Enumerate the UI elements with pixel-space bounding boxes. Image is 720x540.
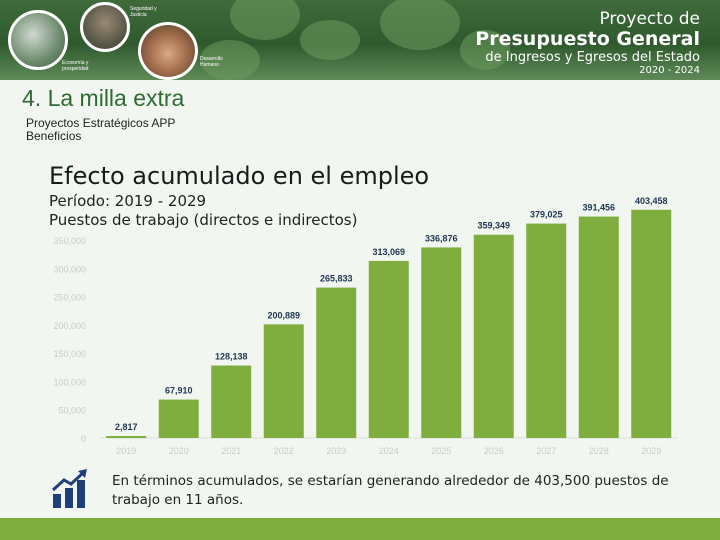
- section-subsubtitle: Beneficios: [26, 129, 82, 143]
- y-tick-label: 0: [81, 434, 86, 444]
- x-tick-label: 2025: [431, 446, 451, 456]
- pillar-economy-caption: Economía y prosperidad: [62, 60, 89, 72]
- data-label: 359,349: [477, 221, 510, 231]
- chart-subtitle: Puestos de trabajo (directos e indirecto…: [49, 211, 358, 229]
- y-tick-label: 200,000: [53, 321, 86, 331]
- pillar-human-caption: Desarrollo Humano: [200, 56, 223, 68]
- x-tick-label: 2020: [169, 446, 189, 456]
- y-tick-label: 250,000: [53, 293, 86, 303]
- bar: [316, 287, 357, 438]
- data-label: 379,025: [530, 210, 563, 220]
- bar: [631, 209, 672, 438]
- bar: [106, 436, 147, 438]
- data-label: 403,458: [635, 196, 668, 206]
- growth-chart-icon: [51, 469, 87, 508]
- chart-title: Efecto acumulado en el empleo: [49, 162, 430, 190]
- bar: [526, 223, 567, 438]
- data-label: 313,069: [372, 247, 405, 257]
- brand-line1: Proyecto de: [599, 9, 700, 29]
- y-tick-label: 100,000: [53, 377, 86, 387]
- brand-years: 2020 - 2024: [639, 65, 700, 76]
- chart-period: Período: 2019 - 2029: [49, 192, 207, 210]
- section-title: 4. La milla extra: [22, 85, 185, 111]
- data-label: 336,876: [425, 233, 458, 243]
- x-tick-label: 2021: [221, 446, 241, 456]
- data-label: 200,889: [267, 310, 300, 320]
- x-tick-label: 2023: [326, 446, 346, 456]
- y-tick-label: 300,000: [53, 264, 86, 274]
- y-tick-label: 150,000: [53, 349, 86, 359]
- x-tick-label: 2022: [274, 446, 294, 456]
- building-photo: [80, 2, 130, 52]
- section-subtitle: Proyectos Estratégicos APP: [26, 116, 176, 130]
- x-tick-label: 2024: [379, 446, 399, 456]
- data-label: 67,910: [165, 386, 193, 396]
- data-label: 128,138: [215, 352, 248, 362]
- road-photo: [8, 10, 68, 70]
- budget-brand: Proyecto de Presupuesto General de Ingre…: [475, 10, 700, 77]
- y-tick-label: 350,000: [53, 236, 86, 246]
- bar: [263, 324, 304, 438]
- brand-line2: Presupuesto General: [475, 28, 700, 50]
- x-tick-label: 2029: [641, 446, 661, 456]
- x-tick-label: 2026: [484, 446, 504, 456]
- child-photo: [138, 22, 198, 80]
- pillar-security-caption: Seguridad y Justicia: [130, 6, 157, 18]
- summary-note: En términos acumulados, se estarían gene…: [112, 473, 669, 508]
- bar: [473, 234, 514, 438]
- bar: [578, 216, 619, 438]
- data-label: 2,817: [115, 422, 138, 432]
- header-banner: Seguridad y Justicia Economía y prosperi…: [0, 0, 720, 80]
- x-tick-label: 2028: [589, 446, 609, 456]
- x-tick-label: 2027: [536, 446, 556, 456]
- bar: [158, 399, 199, 438]
- y-tick-label: 50,000: [58, 406, 86, 416]
- bar: [211, 365, 252, 438]
- brand-line3: de Ingresos y Egresos del Estado: [485, 50, 700, 65]
- footer-bar: [0, 518, 720, 540]
- data-label: 391,456: [582, 203, 615, 213]
- bar: [421, 247, 462, 438]
- bar: [368, 260, 409, 438]
- data-label: 265,833: [320, 274, 353, 284]
- x-tick-label: 2019: [116, 446, 136, 456]
